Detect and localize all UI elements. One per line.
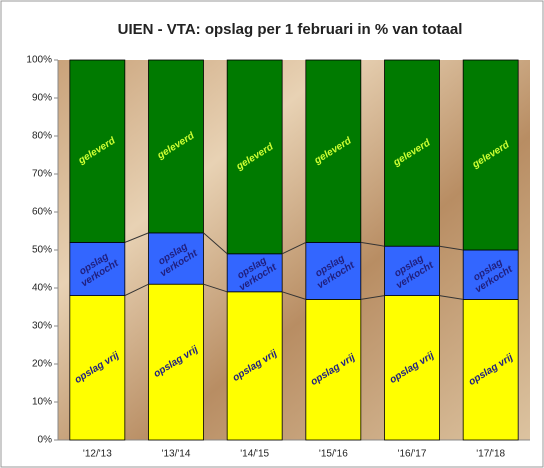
- y-tick-label: 50%: [32, 245, 52, 256]
- x-tick-label: '13/'14: [162, 449, 191, 460]
- x-tick-label: '15/'16: [319, 449, 348, 460]
- x-tick-label: '12/'13: [83, 449, 112, 460]
- x-tick-label: '17/'18: [476, 449, 505, 460]
- chart-container: UIEN - VTA: opslag per 1 februari in % v…: [0, 0, 544, 468]
- y-tick-label: 0%: [38, 435, 53, 446]
- x-tick-label: '14/'15: [240, 449, 269, 460]
- y-tick-label: 60%: [32, 207, 52, 218]
- y-tick-label: 70%: [32, 169, 52, 180]
- y-tick-label: 10%: [32, 397, 52, 408]
- y-tick-label: 20%: [32, 359, 52, 370]
- chart-title: UIEN - VTA: opslag per 1 februari in % v…: [118, 21, 463, 38]
- y-tick-label: 80%: [32, 131, 52, 142]
- x-tick-label: '16/'17: [398, 449, 427, 460]
- chart: UIEN - VTA: opslag per 1 februari in % v…: [0, 0, 544, 468]
- y-tick-label: 90%: [32, 93, 52, 104]
- y-tick-label: 100%: [26, 55, 52, 66]
- plot-background: [58, 60, 530, 440]
- y-tick-label: 40%: [32, 283, 52, 294]
- y-tick-label: 30%: [32, 321, 52, 332]
